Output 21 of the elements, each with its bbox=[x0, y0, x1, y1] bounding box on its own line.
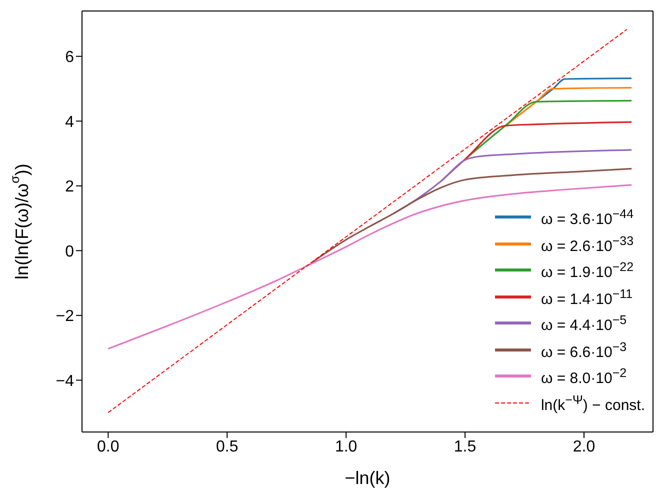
x-axis-title: −ln(k) bbox=[344, 468, 390, 488]
x-tick-label: 0.5 bbox=[216, 438, 238, 456]
y-tick-label: 2 bbox=[65, 178, 74, 196]
x-tick-label: 1.5 bbox=[454, 438, 476, 456]
legend-label: ln(k$^{−Ψ}$) − const. bbox=[540, 392, 645, 416]
legend-label: ω = 1.9·10$^{−22}$ bbox=[540, 259, 634, 283]
y-tick-label: −2 bbox=[56, 308, 74, 326]
legend-label: ω = 1.4·10$^{−11}$ bbox=[540, 286, 633, 310]
x-tick-label: 1.0 bbox=[334, 438, 358, 456]
legend-label: ω = 2.6·10$^{−33}$ bbox=[540, 232, 634, 256]
y-tick-label: 4 bbox=[65, 114, 74, 131]
y-tick-label: −4 bbox=[56, 372, 74, 390]
x-tick-label: 0.0 bbox=[97, 438, 120, 456]
legend-label: ω = 8.0·10$^{−2}$ bbox=[540, 365, 627, 389]
legend-label: ω = 4.4·10$^{−5}$ bbox=[540, 312, 627, 336]
y-tick-label: 6 bbox=[65, 49, 74, 66]
line-series bbox=[536, 78, 632, 102]
legend-label: ω = 6.6·10$^{−3}$ bbox=[540, 338, 627, 362]
x-tick-label: 2.0 bbox=[572, 438, 596, 456]
y-tick-label: 0 bbox=[65, 243, 74, 260]
legend-label: ω = 3.6·10$^{−44}$ bbox=[540, 206, 634, 230]
